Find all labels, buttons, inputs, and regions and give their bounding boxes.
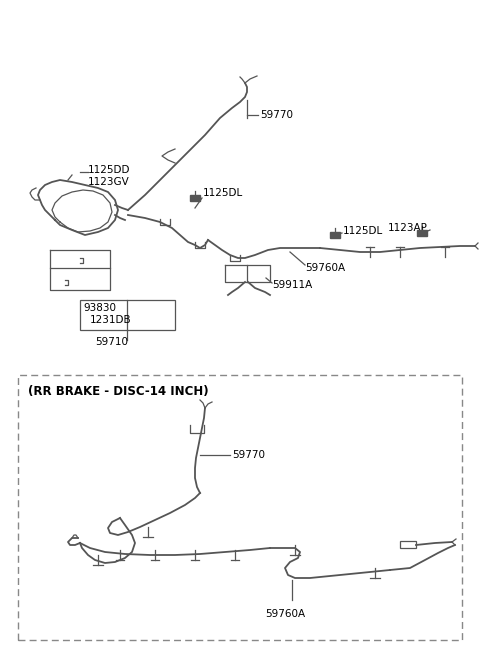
Text: 59760A: 59760A: [265, 609, 305, 619]
Text: 59760A: 59760A: [305, 263, 345, 273]
Text: 1125DD: 1125DD: [88, 165, 131, 175]
Text: (RR BRAKE - DISC-14 INCH): (RR BRAKE - DISC-14 INCH): [28, 385, 209, 398]
Bar: [190, 195, 200, 201]
Text: 1125DL: 1125DL: [203, 188, 243, 198]
Text: 1231DB: 1231DB: [90, 315, 132, 325]
Text: 59710: 59710: [95, 337, 128, 347]
Bar: [18, 375, 462, 640]
Text: 1123GV: 1123GV: [88, 177, 130, 187]
Text: 1125DL: 1125DL: [343, 226, 383, 236]
Text: 59770: 59770: [260, 110, 293, 120]
Bar: [400, 541, 416, 548]
Text: 59770: 59770: [232, 450, 265, 460]
Text: 93830: 93830: [83, 303, 116, 313]
Text: 59911A: 59911A: [272, 280, 312, 290]
Text: 1123AP: 1123AP: [388, 223, 428, 233]
Bar: [80, 300, 175, 330]
Bar: [417, 230, 427, 236]
Bar: [330, 232, 340, 238]
